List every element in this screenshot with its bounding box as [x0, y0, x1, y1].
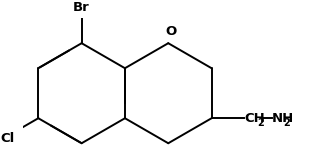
Text: CH: CH — [244, 112, 265, 125]
Text: NH: NH — [272, 112, 294, 125]
Text: 2: 2 — [258, 118, 264, 128]
Text: Cl: Cl — [0, 132, 14, 145]
Text: 2: 2 — [284, 118, 290, 128]
Text: O: O — [165, 25, 176, 38]
Text: Br: Br — [73, 1, 90, 14]
